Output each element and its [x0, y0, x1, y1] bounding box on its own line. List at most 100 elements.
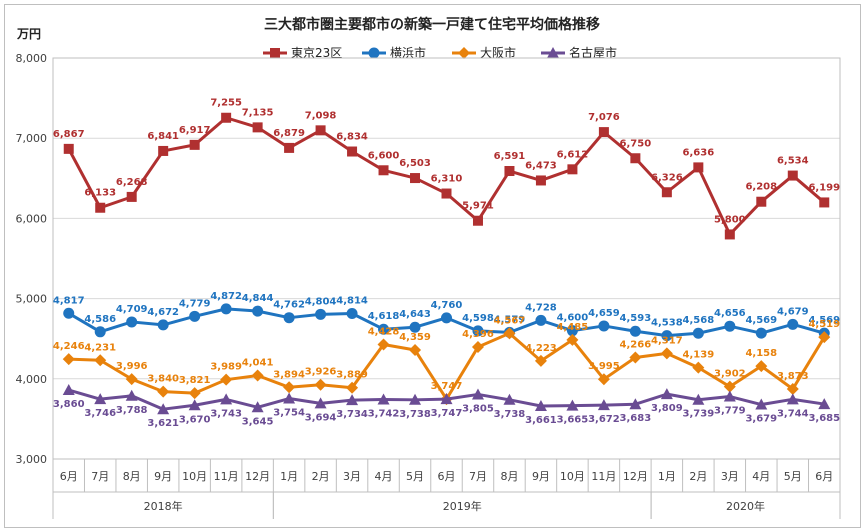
data-point	[283, 381, 296, 394]
data-point	[534, 399, 547, 411]
data-label: 3,996	[116, 361, 148, 372]
x-tick-label: 11月	[591, 470, 616, 483]
data-label: 6,133	[84, 188, 116, 199]
data-label: 6,534	[777, 156, 809, 167]
data-label: 3,747	[431, 381, 463, 392]
data-point	[220, 373, 233, 386]
data-label: 3,860	[53, 399, 85, 410]
data-point	[472, 325, 484, 337]
x-tick-label: 9月	[154, 470, 172, 483]
data-label: 3,738	[399, 409, 431, 420]
data-point	[284, 142, 295, 153]
x-tick-label: 12月	[623, 470, 648, 483]
x-tick-label: 4月	[752, 470, 770, 483]
legend-label: 横浜市	[390, 45, 426, 60]
data-label: 4,579	[494, 314, 526, 325]
data-point	[503, 393, 516, 405]
data-label: 3,744	[777, 408, 809, 419]
data-point	[660, 347, 673, 360]
data-point	[157, 385, 170, 398]
year-label: 2019年	[443, 499, 482, 513]
data-point	[692, 327, 704, 339]
data-label: 3,902	[714, 369, 746, 380]
data-label: 4,223	[525, 343, 557, 354]
y-axis-unit: 万円	[16, 27, 41, 41]
data-point	[188, 387, 201, 400]
axes: 3,000 4,000 5,000 6,000 7,000 8,000 6月 7月 8月 9月 10…	[16, 52, 841, 519]
data-point	[755, 360, 768, 373]
data-label: 6,600	[368, 150, 400, 161]
data-label: 3,995	[588, 361, 620, 372]
data-point	[378, 323, 390, 335]
line-chart: 三大都市圏主要都市の新築一戸建て住宅平均価格推移 万円 東京23区 横浜市 大阪市 名…	[16, 16, 841, 519]
data-label: 4,246	[53, 341, 85, 352]
data-label: 4,817	[53, 295, 85, 306]
data-point	[189, 310, 201, 322]
data-label: 3,661	[525, 415, 557, 426]
data-point	[63, 307, 75, 319]
year-label: 2018年	[144, 499, 183, 513]
data-label: 7,076	[588, 112, 620, 123]
data-label: 6,268	[116, 177, 148, 188]
data-label: 3,779	[714, 406, 746, 417]
legend-label: 東京23区	[291, 46, 342, 60]
data-label: 3,989	[210, 362, 242, 373]
x-tick-label: 2月	[312, 470, 330, 483]
data-label: 3,742	[368, 408, 400, 419]
data-point	[95, 202, 106, 213]
x-tick-label: 1月	[658, 470, 676, 483]
data-label: 4,538	[651, 318, 683, 329]
data-label: 3,645	[242, 416, 274, 427]
x-tick-label: 1月	[280, 470, 298, 483]
data-point	[125, 389, 138, 401]
data-label: 4,586	[84, 314, 116, 325]
data-point	[597, 399, 610, 411]
data-label: 4,139	[683, 350, 715, 361]
data-point	[597, 373, 610, 386]
y-tick-label: 8,000	[16, 52, 48, 65]
data-label: 7,098	[305, 110, 337, 121]
data-point	[755, 398, 768, 410]
data-point	[315, 308, 327, 320]
series-lines	[62, 112, 831, 415]
data-label: 3,840	[147, 374, 179, 385]
data-point	[786, 393, 799, 405]
data-label: 3,739	[683, 409, 715, 420]
data-point	[251, 401, 264, 413]
data-point	[252, 305, 264, 317]
data-point	[787, 170, 798, 181]
data-label: 6,310	[431, 174, 463, 185]
data-point	[283, 312, 295, 324]
y-tick-label: 3,000	[16, 453, 48, 466]
data-point	[347, 146, 358, 157]
x-tick-label: 8月	[500, 470, 518, 483]
data-point	[346, 394, 359, 406]
plot-area-border	[52, 57, 841, 460]
x-tick-label: 7月	[91, 470, 109, 483]
data-point	[441, 188, 452, 199]
data-point	[188, 399, 201, 411]
data-label: 6,473	[525, 160, 557, 171]
data-label: 4,485	[557, 322, 589, 333]
data-point	[535, 175, 546, 186]
data-point	[660, 388, 673, 400]
data-point	[315, 125, 326, 136]
data-label: 3,683	[620, 413, 652, 424]
legend-label: 名古屋市	[569, 45, 617, 60]
data-point	[661, 187, 672, 198]
data-point	[566, 399, 579, 411]
data-label: 4,158	[745, 348, 777, 359]
x-tick-label: 7月	[469, 470, 487, 483]
data-point	[221, 112, 232, 123]
data-label: 3,889	[336, 370, 368, 381]
data-point	[534, 354, 547, 367]
data-label: 4,593	[620, 313, 652, 324]
data-point	[378, 165, 389, 176]
data-point	[818, 398, 831, 410]
data-point	[629, 325, 641, 337]
data-label: 4,804	[305, 296, 337, 307]
data-point	[314, 397, 327, 409]
data-point	[723, 380, 736, 393]
data-point	[157, 319, 169, 331]
